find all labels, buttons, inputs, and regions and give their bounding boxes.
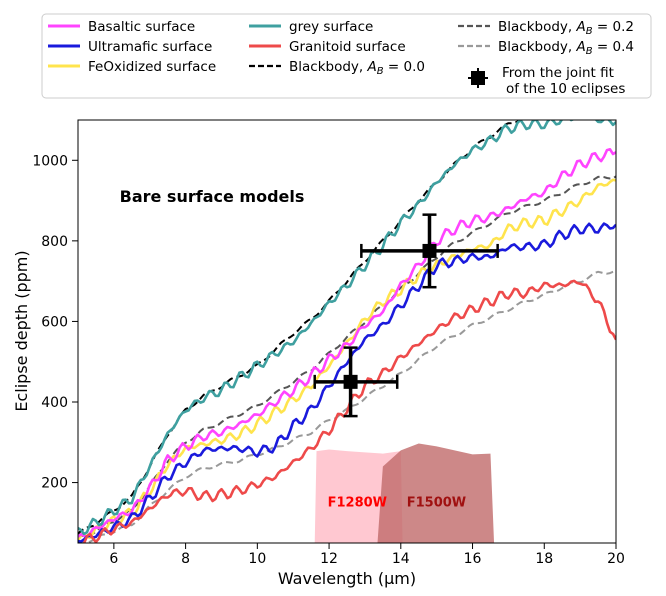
series-line-1 (78, 222, 616, 543)
legend-frame (41, 13, 652, 99)
legend-label: Blackbody, AB = 0.4 (498, 39, 634, 57)
series-line-4 (82, 279, 616, 543)
y-tick-label: 1000 (32, 153, 68, 169)
filter-label-f1280w: F1280W (328, 496, 387, 511)
x-tick-label: 8 (181, 551, 190, 567)
series-line-2 (78, 178, 616, 542)
x-tick-label: 16 (464, 551, 482, 567)
x-tick-label: 18 (535, 551, 553, 567)
filter-label-f1500w: F1500W (407, 496, 466, 511)
legend: Basaltic surface Ultramafic surface FeOxid… (41, 13, 652, 99)
legend-label: Blackbody, AB = 0.0 (289, 59, 425, 77)
legend-entry: grey surface (249, 19, 373, 35)
joint-fit-point-0 (313, 346, 399, 418)
legend-entry: Basaltic surface (48, 19, 195, 35)
legend-label: Blackbody, AB = 0.2 (498, 19, 634, 37)
legend-entry: Blackbody, AB = 0.0 (249, 59, 425, 77)
legend-entry: FeOxidized surface (48, 59, 216, 75)
legend-label: Basaltic surface (88, 19, 195, 35)
legend-entry: Granitoid surface (249, 39, 406, 55)
series-line-6 (78, 175, 616, 539)
plot-frame (77, 119, 617, 544)
legend-label: grey surface (289, 19, 373, 35)
legend-entry: Blackbody, AB = 0.4 (458, 39, 634, 57)
legend-entry: Blackbody, AB = 0.2 (458, 19, 634, 37)
y-axis-label: Eclipse depth (ppm) (12, 250, 31, 411)
legend-label: FeOxidized surface (88, 59, 216, 75)
x-tick-label: 10 (248, 551, 266, 567)
series-line-0 (78, 148, 616, 539)
legend-label: of the 10 eclipses (506, 81, 625, 97)
annotation-bare-surface: Bare surface models (120, 187, 305, 206)
series-line-3 (78, 120, 616, 536)
filter-band-f1500w (377, 443, 495, 543)
legend-label: From the joint fit (502, 65, 614, 81)
y-tick-label: 200 (41, 476, 68, 492)
joint-fit-point-1 (360, 213, 499, 289)
x-tick-label: 20 (607, 551, 625, 567)
x-tick-label: 14 (392, 551, 410, 567)
x-tick-label: 6 (109, 551, 118, 567)
legend-label: Granitoid surface (289, 39, 406, 55)
y-tick-label: 600 (41, 314, 68, 330)
legend-label: Ultramafic surface (88, 39, 212, 55)
legend-entry: Ultramafic surface (48, 39, 212, 55)
y-tick-label: 800 (41, 234, 68, 250)
x-tick-label: 12 (320, 551, 338, 567)
x-axis-label: Wavelength (μm) (278, 569, 416, 588)
y-tick-label: 400 (41, 395, 68, 411)
